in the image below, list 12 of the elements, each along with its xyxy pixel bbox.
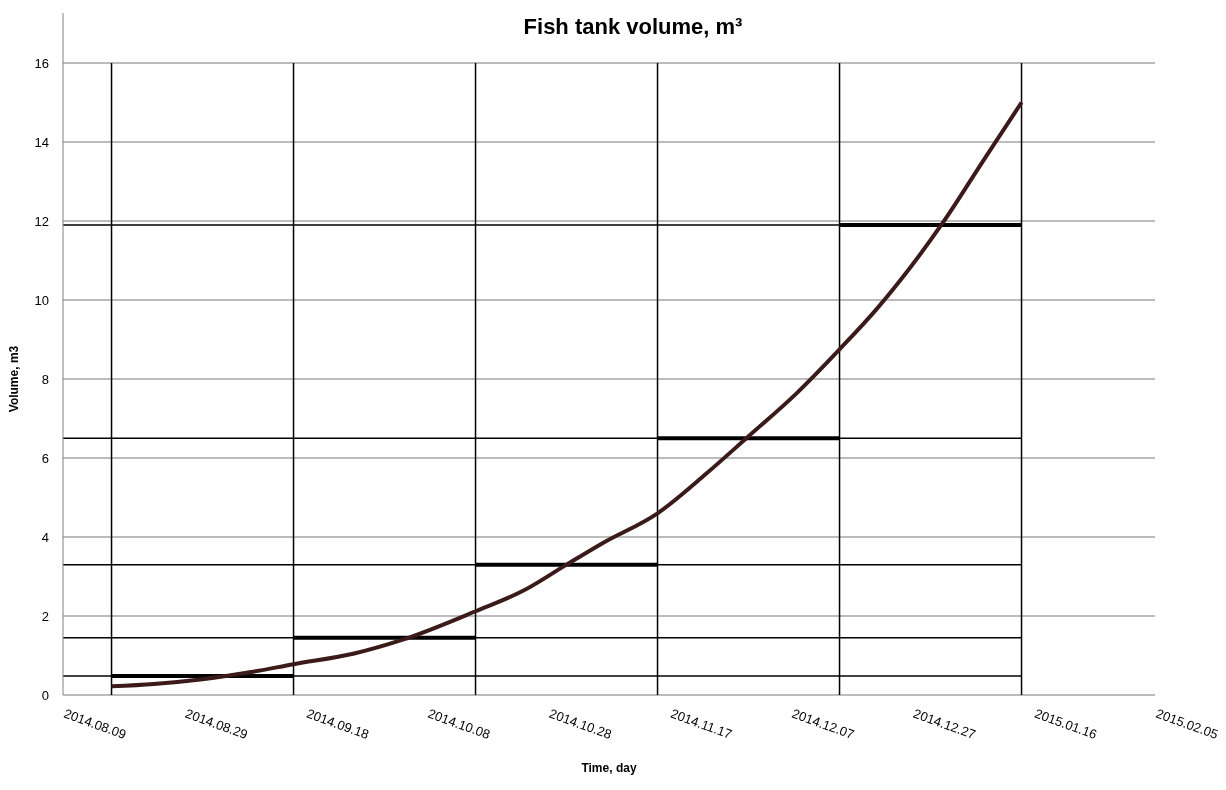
x-axis-title: Time, day [581,761,637,775]
chart-title: Fish tank volume, m³ [523,14,743,39]
y-tick-label: 10 [34,292,49,308]
y-tick-label: 0 [41,687,49,703]
y-tick-label: 14 [34,134,49,150]
y-tick-label: 8 [41,371,49,387]
y-tick-label: 4 [41,529,49,545]
y-tick-label: 2 [41,608,49,624]
y-tick-label: 6 [41,450,49,466]
y-tick-label: 16 [34,55,49,71]
y-axis-title: Volume, m3 [7,345,21,413]
y-tick-label: 12 [34,213,49,229]
